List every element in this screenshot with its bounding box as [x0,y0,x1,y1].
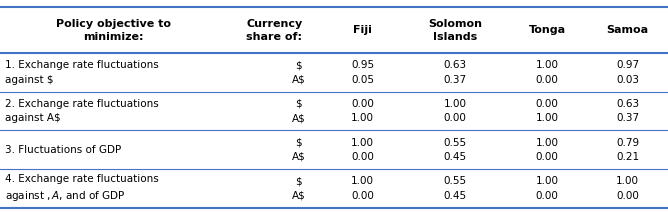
Text: Samoa: Samoa [607,25,649,35]
Text: 3. Fluctuations of GDP: 3. Fluctuations of GDP [5,145,122,155]
Text: 2. Exchange rate fluctuations
against A$: 2. Exchange rate fluctuations against A$ [5,99,159,123]
Text: 1.00
0.00: 1.00 0.00 [536,176,558,201]
Text: 0.97
0.03: 0.97 0.03 [616,60,639,85]
Text: Solomon
Islands: Solomon Islands [428,19,482,42]
Text: $
A$: $ A$ [292,176,305,201]
Text: Currency
share of:: Currency share of: [246,19,303,42]
Text: $
A$: $ A$ [292,60,305,85]
Text: Policy objective to
minimize:: Policy objective to minimize: [55,19,171,42]
Text: 1.00
0.00: 1.00 0.00 [536,60,558,85]
Text: 1.00
0.00: 1.00 0.00 [444,99,466,123]
Text: 1. Exchange rate fluctuations
against $: 1. Exchange rate fluctuations against $ [5,60,159,85]
Text: 0.00
1.00: 0.00 1.00 [351,99,374,123]
Text: $
A$: $ A$ [292,99,305,123]
Text: 4. Exchange rate fluctuations
against $, A$, and of GDP: 4. Exchange rate fluctuations against $,… [5,174,159,203]
Text: 1.00
0.00: 1.00 0.00 [536,138,558,162]
Text: 1.00
0.00: 1.00 0.00 [351,176,374,201]
Text: 0.55
0.45: 0.55 0.45 [444,176,466,201]
Text: 1.00
0.00: 1.00 0.00 [351,138,374,162]
Text: 0.55
0.45: 0.55 0.45 [444,138,466,162]
Text: 1.00
0.00: 1.00 0.00 [616,176,639,201]
Text: $
A$: $ A$ [292,138,305,162]
Text: 0.00
1.00: 0.00 1.00 [536,99,558,123]
Text: 0.79
0.21: 0.79 0.21 [616,138,639,162]
Text: 0.95
0.05: 0.95 0.05 [351,60,374,85]
Text: 0.63
0.37: 0.63 0.37 [444,60,466,85]
Text: Tonga: Tonga [528,25,566,35]
Text: 0.63
0.37: 0.63 0.37 [616,99,639,123]
Text: Fiji: Fiji [353,25,372,35]
